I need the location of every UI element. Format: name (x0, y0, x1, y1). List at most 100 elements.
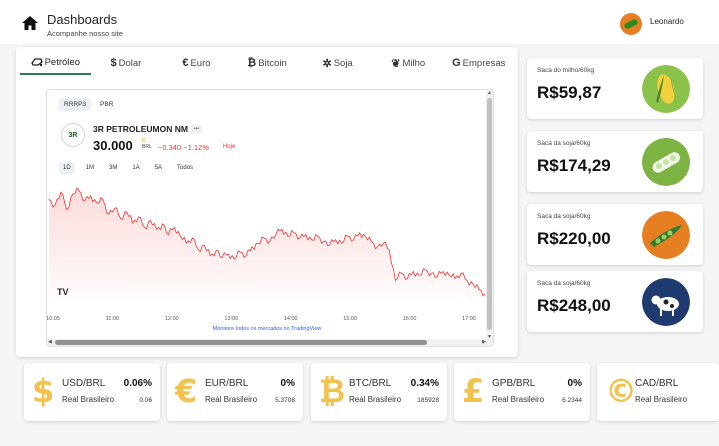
currency-name: Real Brasileiro (635, 395, 688, 404)
currency-code: BTC/BRL (349, 378, 392, 389)
currency-name: Real Brasileiro (62, 395, 115, 404)
tab-milho[interactable]: ❦ Milho (373, 51, 444, 75)
currency-card-eur[interactable]: € EUR/BRL Real Brasileiro 0% 5.3708 (167, 363, 303, 421)
tradingview-link[interactable]: Monitore todos os mercados no TradingVie… (212, 326, 322, 332)
currency-pct: 0.34% (410, 378, 439, 389)
x-tick-label: 13:00 (224, 316, 238, 322)
currency-pct: 0% (280, 378, 295, 389)
currency-name: Real Brasileiro (349, 395, 402, 404)
card-label: Saca do milho/60kg (537, 67, 595, 74)
soy-image (642, 138, 690, 186)
currency-name: Real Brasileiro (492, 395, 545, 404)
range-1m[interactable]: 1M (85, 165, 95, 171)
google-icon: G (452, 57, 461, 69)
currency-card-cad[interactable]: © CAD/BRL Real Brasileiro (597, 363, 719, 421)
currency-pct: 0% (567, 378, 582, 389)
pound-icon: £ (462, 372, 485, 410)
username[interactable]: Leonardo (650, 17, 684, 26)
currency-card-usd[interactable]: $ USD/BRL Real Brasileiro 0.06% 0.06 (24, 363, 160, 421)
tab-dolar[interactable]: $ Dolar (91, 51, 162, 75)
scroll-up-icon[interactable]: ▲ (487, 90, 492, 96)
range-3m[interactable]: 3M (109, 165, 118, 171)
x-tick-label: 12:00 (165, 316, 179, 322)
tv-logo-text: TV (57, 287, 69, 297)
x-tick-label: 11:00 (106, 316, 119, 322)
home-icon[interactable] (22, 16, 38, 30)
pea-image (642, 211, 690, 259)
corn-icon: ❦ (391, 57, 401, 70)
currency-card-btc[interactable]: ₿ BTC/BRL Real Brasileiro 0.34% 185928 (311, 363, 447, 421)
horizontal-scrollbar[interactable]: ◀ ▶ (47, 339, 493, 346)
oil-drop-icon (30, 58, 43, 67)
tab-label: Petróleo (44, 56, 80, 68)
currency-code: USD/BRL (62, 378, 106, 389)
x-tick-label: 15:00 (343, 316, 357, 322)
bitcoin-icon: ₿ (247, 57, 257, 69)
bitcoin-icon: ₿ (319, 372, 346, 410)
range-1d[interactable]: 1D (59, 162, 75, 174)
currency-value: 5.3708 (275, 397, 295, 404)
page-subtitle: Acompanhe nosso site (47, 29, 123, 38)
market-card: Petróleo $ Dolar € Euro ₿ Bitcoin ✲ Soja… (16, 47, 518, 357)
currency-name: Real Brasileiro (205, 395, 258, 404)
range-1a[interactable]: 1A (132, 165, 140, 171)
symbol-tab-pbr[interactable]: PBR (100, 101, 114, 108)
card-value: R$59,87 (537, 83, 602, 102)
market-tabs: Petróleo $ Dolar € Euro ₿ Bitcoin ✲ Soja… (20, 51, 514, 75)
scroll-thumb[interactable] (487, 98, 492, 330)
currency-label: D BRL (142, 138, 152, 150)
x-tick-label: 14:00 (284, 316, 298, 322)
tab-petroleo[interactable]: Petróleo (20, 51, 91, 75)
price-card-milho[interactable]: Saca do milho/60kg R$59,87 (527, 58, 703, 119)
currency-value: 185928 (417, 397, 439, 404)
currency-code: BRL (142, 144, 152, 150)
currency-pct: 0.06% (123, 378, 152, 389)
currency-code: CAD/BRL (635, 378, 679, 389)
tab-soja[interactable]: ✲ Soja (302, 51, 373, 75)
price-area (49, 188, 485, 298)
x-axis-ticks: 10:05 11:00 12:00 13:00 14:00 15:00 16:00 17:00 (47, 316, 476, 322)
symbol-tab-rrrp3[interactable]: RRRP3 (59, 98, 92, 111)
tradingview-widget: RRRP3 PBR 3R 3R PETROLEUMON NM ••• 30.00… (46, 89, 494, 347)
range-5a[interactable]: 5A (154, 165, 163, 171)
scroll-right-icon[interactable]: ▶ (482, 339, 486, 345)
symbol-tabs: RRRP3 PBR (59, 98, 118, 111)
currency-card-gbp[interactable]: £ GPB/BRL Real Brasileiro 0% 6.2344 (454, 363, 590, 421)
top-bar: Dashboards Acompanhe nosso site Leonardo (0, 0, 719, 44)
x-tick-label: 10:05 (47, 316, 60, 322)
avatar[interactable] (620, 13, 642, 35)
tab-bitcoin[interactable]: ₿ Bitcoin (232, 51, 303, 75)
scroll-thumb[interactable] (55, 340, 427, 345)
dollar-icon: $ (32, 372, 55, 410)
card-value: R$220,00 (537, 229, 611, 248)
scroll-down-icon[interactable]: ▼ (487, 334, 492, 340)
vertical-scrollbar[interactable]: ▲ ▼ (486, 90, 493, 340)
card-value: R$174,29 (537, 156, 611, 175)
more-badge[interactable]: ••• (191, 125, 202, 133)
scroll-left-icon[interactable]: ◀ (48, 339, 52, 345)
price-card-soja-1[interactable]: Saca da soja/60kg R$174,29 (527, 131, 703, 192)
company-logo: 3R (61, 123, 85, 147)
currency-code: EUR/BRL (205, 378, 249, 389)
card-label: Saca da soja/60kg (537, 140, 591, 147)
stock-price: 30.000 (93, 138, 133, 153)
price-card-soja-3[interactable]: Saca da soja/60kg R$248,00 (527, 271, 703, 332)
currency-value: 0.06 (139, 397, 152, 404)
cattle-image (642, 278, 690, 326)
currency-strip: $ USD/BRL Real Brasileiro 0.06% 0.06 € E… (16, 361, 719, 446)
range-todos[interactable]: Todos (177, 165, 194, 171)
card-label: Saca da soja/60kg (537, 213, 591, 220)
company-name: 3R PETROLEUMON NM (93, 124, 188, 134)
price-chart[interactable]: 10:05 11:00 12:00 13:00 14:00 15:00 16:00 17:00… (47, 178, 487, 326)
tab-euro[interactable]: € Euro (161, 51, 232, 75)
currency-top: D (142, 138, 146, 144)
soy-icon: ✲ (322, 57, 332, 70)
card-label: Saca da soja/60kg (537, 280, 591, 287)
page-title: Dashboards (47, 12, 118, 27)
tab-empresas[interactable]: G Empresas (443, 51, 514, 75)
price-card-soja-2[interactable]: Saca da soja/60kg R$220,00 (527, 204, 703, 265)
tab-label: Dolar (118, 57, 142, 69)
today-label: Hoje (223, 144, 236, 150)
tab-label: Empresas (462, 57, 506, 69)
currency-value: 6.2344 (562, 397, 582, 404)
